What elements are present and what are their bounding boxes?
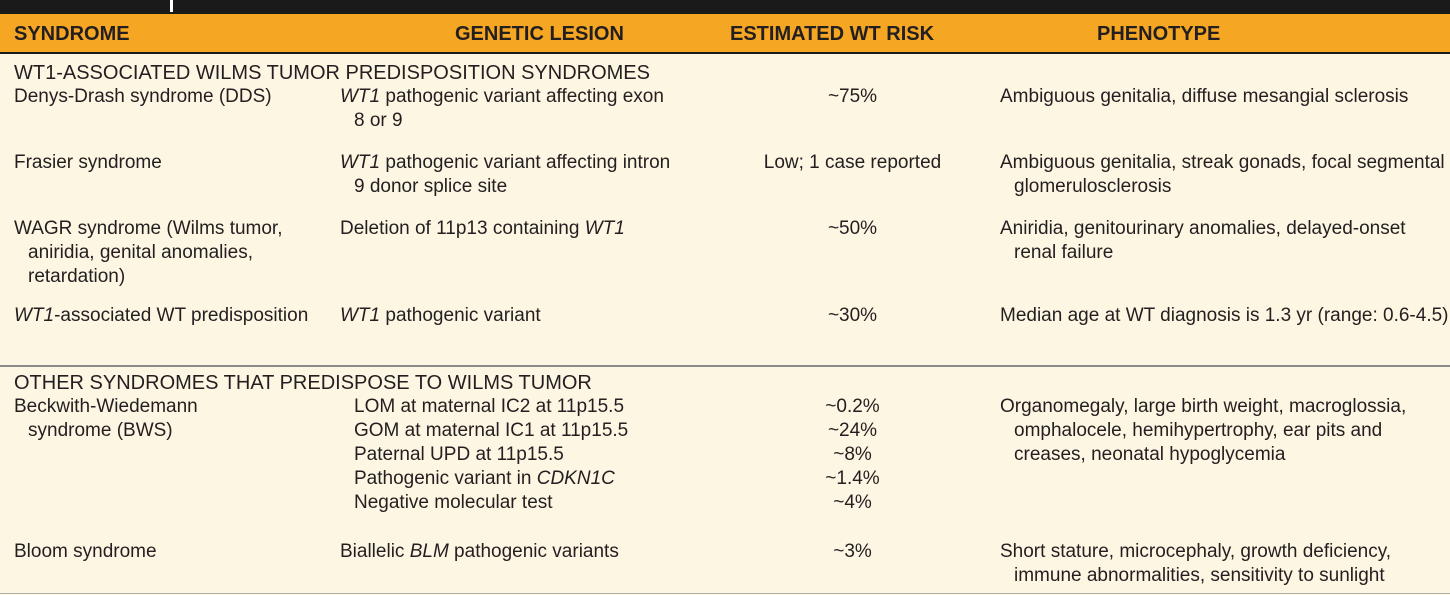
row-bloom-risk: ~3% [833,541,872,562]
row-bws-syndrome: Beckwith-Wiedemann syndrome (BWS) [14,396,198,441]
lesion-text: Deletion of 11p13 containing [340,218,585,239]
section-title-other: OTHER SYNDROMES THAT PREDISPOSE TO WILMS… [14,372,592,394]
gene-cdkn1c: CDKN1C [536,468,615,489]
bws-risk-4: ~1.4% [825,468,880,489]
gene-blm: BLM [409,541,449,562]
lesion-text: pathogenic variant affecting exon 8 or 9 [354,86,664,131]
row-dds-phenotype: Ambiguous genitalia, diffuse mesangial s… [1000,86,1409,107]
row-bws-phenotype: Organomegaly, large birth weight, macrog… [1000,396,1407,465]
table-body: WT1-ASSOCIATED WILMS TUMOR PREDISPOSITIO… [0,54,1450,595]
bws-lesion-5: Negative molecular test [354,492,553,513]
row-wt1-assoc-syndrome: WT1-associated WT predisposition [14,304,328,328]
row-wt1-assoc-lesion: WT1 pathogenic variant [340,304,674,328]
row-frasier-lesion: WT1 pathogenic variant affecting intron … [340,151,674,199]
row-bloom-syndrome: Bloom syndrome [14,541,157,562]
row-wagr-lesion: Deletion of 11p13 containing WT1 [340,217,694,241]
syndrome-text: -associated WT predisposition [54,305,309,326]
gene-wt1: WT1 [340,86,381,107]
bws-risk-5: ~4% [833,492,872,513]
bws-lesion-1: LOM at maternal IC2 at 11p15.5 [354,396,625,417]
row-dds-risk: ~75% [827,86,878,107]
row-dds-syndrome: Denys-Drash syndrome (DDS) [14,86,272,107]
row-bloom-phenotype: Short stature, microcephaly, growth defi… [1000,541,1392,586]
bws-risk-1: ~0.2% [825,396,880,417]
top-rule-notch [170,0,173,12]
table-bottom-rule [0,593,1450,594]
section-divider [0,365,1450,367]
bws-risk-2: ~24% [827,420,878,441]
top-rule [0,0,1450,12]
lesion-text: pathogenic variants [448,541,619,562]
row-frasier-risk: Low; 1 case reported [763,152,942,173]
row-bws-lesions: LOM at maternal IC2 at 11p15.5 GOM at ma… [354,395,684,515]
bws-lesion-4: Pathogenic variant in CDKN1C [354,467,684,491]
lesion-pre: Biallelic [340,541,410,562]
lesion-text: Pathogenic variant in [354,468,537,489]
section-title-wt1: WT1-ASSOCIATED WILMS TUMOR PREDISPOSITIO… [14,62,650,84]
bws-lesion-3: Paternal UPD at 11p15.5 [354,444,564,465]
gene-wt1: WT1 [14,305,55,326]
bws-lesion-2: GOM at maternal IC1 at 11p15.5 [354,420,629,441]
lesion-text: pathogenic variant [380,305,541,326]
bws-risk-3: ~8% [833,444,872,465]
row-wagr-risk: ~50% [827,218,878,239]
row-frasier-phenotype: Ambiguous genitalia, streak gonads, foca… [1000,152,1445,197]
row-wt1-assoc-phenotype: Median age at WT diagnosis is 1.3 yr (ra… [1000,305,1449,326]
header-estimated-risk: ESTIMATED WT RISK [730,23,935,45]
table-header: SYNDROME GENETIC LESION ESTIMATED WT RIS… [0,12,1450,54]
gene-wt1: WT1 [584,218,625,239]
header-phenotype: PHENOTYPE [1097,23,1221,45]
row-wt1-assoc-risk: ~30% [827,305,878,326]
gene-wt1: WT1 [340,152,381,173]
row-wagr-phenotype: Aniridia, genitourinary anomalies, delay… [1000,218,1406,263]
row-frasier-syndrome: Frasier syndrome [14,152,162,173]
row-dds-lesion: WT1 pathogenic variant affecting exon 8 … [340,85,674,133]
header-genetic-lesion: GENETIC LESION [455,23,624,45]
row-bloom-lesion: Biallelic BLM pathogenic variants [340,540,694,564]
lesion-text: pathogenic variant affecting intron 9 do… [354,152,671,197]
row-wagr-syndrome: WAGR syndrome (Wilms tumor, aniridia, ge… [14,218,283,287]
row-bws-risks: ~0.2% ~24% ~8% ~1.4% ~4% [690,395,1015,515]
gene-wt1: WT1 [340,305,381,326]
header-syndrome: SYNDROME [14,23,130,45]
